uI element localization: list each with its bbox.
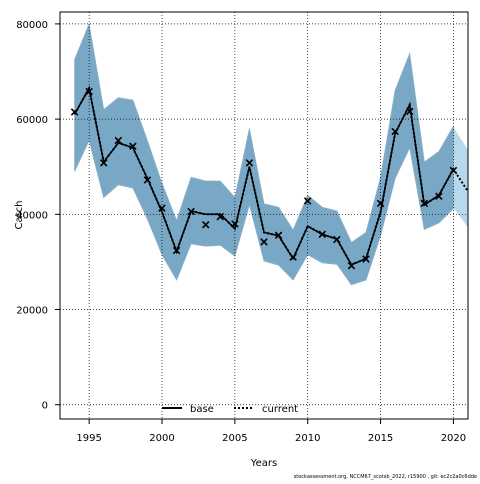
observed-point — [376, 199, 385, 208]
y-tick-label: 0 — [42, 401, 48, 412]
x-tick-label: 2020 — [441, 433, 466, 444]
observed-point — [187, 207, 195, 216]
footnote: stockassessment.org, NCCM67_scotsb_2022,… — [294, 474, 477, 480]
observed-point — [114, 136, 123, 145]
observed-point — [129, 142, 137, 151]
x-axis-label: Years — [250, 458, 277, 469]
x-axis: 1995 2000 2005 2010 2015 2020 — [76, 419, 466, 444]
observed-point — [391, 127, 399, 136]
observed-point-stroke — [85, 87, 93, 96]
observed-point-stroke — [201, 221, 210, 229]
y-tick-label: 20000 — [16, 306, 48, 317]
grid-lines — [60, 12, 468, 419]
observed-point-stroke — [245, 159, 254, 167]
observed-point — [99, 159, 108, 167]
y-axis-label: Catch — [14, 201, 25, 230]
observed-point — [274, 231, 283, 240]
observed-point-stroke — [435, 192, 443, 200]
base-confidence-band — [74, 22, 454, 286]
observed-point-stroke — [274, 231, 283, 240]
y-tick-label: 80000 — [16, 20, 48, 31]
y-tick-label: 40000 — [16, 210, 48, 221]
observed-point-stroke — [420, 199, 429, 208]
observed-point — [85, 87, 93, 96]
legend: base current — [162, 404, 298, 415]
confidence-bands — [74, 22, 468, 286]
x-tick-label: 2005 — [222, 433, 247, 444]
observed-point-stroke — [216, 212, 225, 221]
observed-point — [172, 246, 181, 255]
observed-point — [362, 255, 370, 263]
observed-point-stroke — [347, 261, 356, 270]
current-line — [73, 85, 469, 267]
observed-point — [420, 199, 429, 208]
x-tick-label: 2015 — [368, 433, 393, 444]
observed-point-stroke — [362, 255, 370, 263]
observed-points — [70, 87, 458, 270]
plot-frame — [59, 11, 469, 420]
x-tick-label: 2010 — [295, 433, 320, 444]
observed-point — [201, 221, 210, 229]
observed-point-stroke — [114, 136, 123, 145]
observed-point — [245, 159, 254, 167]
observed-point — [143, 176, 152, 184]
observed-point-stroke — [333, 235, 341, 244]
observed-point-stroke — [449, 166, 458, 175]
observed-point-stroke — [231, 220, 239, 228]
observed-point — [158, 204, 166, 212]
observed-point-stroke — [99, 159, 108, 167]
observed-point — [260, 238, 268, 246]
observed-point — [231, 220, 239, 228]
legend-base-label: base — [190, 404, 214, 415]
observed-point — [303, 197, 312, 205]
observed-point-stroke — [172, 246, 181, 255]
observed-point — [70, 108, 79, 116]
observed-point-stroke — [129, 142, 137, 151]
observed-point-stroke — [143, 176, 152, 184]
observed-point — [289, 253, 297, 261]
observed-point-stroke — [70, 108, 79, 116]
observed-point — [449, 166, 458, 175]
observed-point-stroke — [260, 238, 268, 246]
legend-current-label: current — [262, 404, 298, 415]
series-lines — [73, 85, 469, 267]
observed-point-stroke — [376, 199, 385, 208]
observed-point-stroke — [405, 107, 414, 116]
y-tick-label: 60000 — [16, 115, 48, 126]
observed-point — [347, 261, 356, 270]
observed-point-stroke — [391, 127, 399, 136]
observed-point-stroke — [158, 204, 166, 212]
observed-point — [405, 107, 414, 116]
observed-point — [435, 192, 443, 200]
observed-point — [318, 230, 327, 239]
y-axis: 0 20000 40000 60000 80000 — [16, 20, 60, 412]
observed-point-stroke — [289, 253, 297, 261]
observed-point-stroke — [303, 197, 312, 205]
x-tick-label: 2000 — [149, 433, 174, 444]
x-tick-label: 1995 — [76, 433, 101, 444]
observed-point — [333, 235, 341, 244]
observed-point — [216, 212, 225, 221]
observed-point-stroke — [318, 230, 327, 239]
observed-point-stroke — [187, 207, 195, 216]
